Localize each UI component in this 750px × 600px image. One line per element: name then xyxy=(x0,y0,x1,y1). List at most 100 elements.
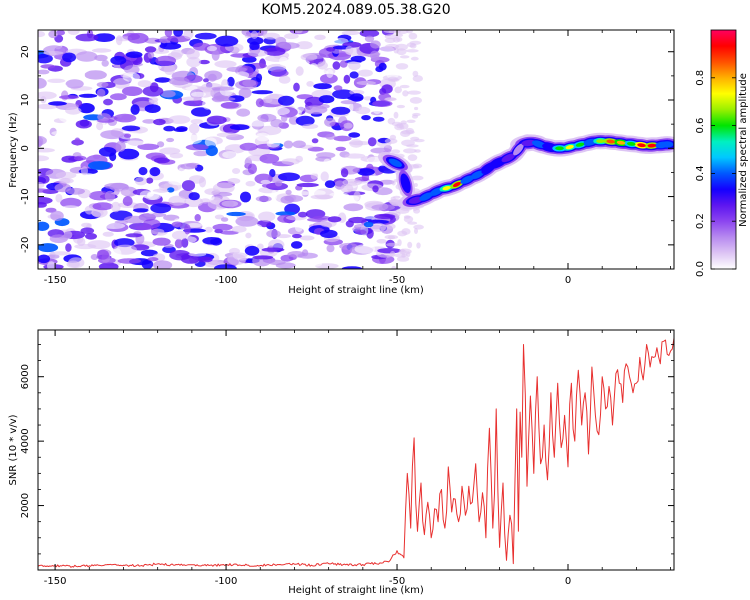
signal-track-mark xyxy=(388,158,402,168)
noise-blob xyxy=(111,201,121,213)
noise-blob xyxy=(292,191,312,196)
noise-blob xyxy=(38,53,53,64)
noise-blob xyxy=(247,36,264,45)
noise-blob xyxy=(43,51,64,55)
noise-blob xyxy=(47,261,56,269)
noise-blob xyxy=(181,96,203,102)
noise-blob xyxy=(167,187,175,193)
noise-blob xyxy=(245,232,252,239)
spectrogram-y-tick-label: -10 xyxy=(20,188,31,204)
noise-blob xyxy=(112,78,130,89)
noise-blob xyxy=(207,73,217,82)
noise-blob xyxy=(181,180,196,191)
noise-blob xyxy=(78,103,95,114)
snr-y-axis-label: SNR (10 * v/v) xyxy=(8,414,19,485)
noise-fringe-blob xyxy=(390,196,396,201)
noise-blob xyxy=(150,203,172,214)
noise-fringe-blob xyxy=(416,242,421,249)
noise-fringe-blob xyxy=(405,49,419,53)
noise-fringe-blob xyxy=(406,42,416,48)
spectrogram-y-axis-label: Frequency (Hz) xyxy=(8,112,19,188)
noise-blob xyxy=(194,32,217,40)
noise-fringe-blob xyxy=(406,30,413,34)
noise-blob xyxy=(91,209,104,217)
noise-fringe-blob xyxy=(397,239,402,247)
noise-blob xyxy=(302,249,309,257)
noise-fringe-blob xyxy=(396,104,405,109)
noise-blob xyxy=(68,257,85,269)
noise-blob xyxy=(212,95,225,103)
noise-blob xyxy=(369,50,380,61)
noise-blob xyxy=(40,64,56,69)
noise-blob xyxy=(256,243,264,250)
noise-blob xyxy=(54,183,72,193)
noise-fringe-blob xyxy=(391,149,401,154)
noise-fringe-blob xyxy=(401,253,406,258)
noise-blob xyxy=(379,179,395,185)
noise-fringe-blob xyxy=(406,144,419,148)
noise-blob xyxy=(349,89,365,95)
noise-blob xyxy=(236,108,251,117)
noise-blob xyxy=(331,106,351,115)
noise-fringe-blob xyxy=(407,154,418,162)
noise-blob xyxy=(174,238,183,249)
noise-blob xyxy=(94,54,108,62)
noise-blob xyxy=(328,255,337,263)
noise-blob xyxy=(283,140,294,149)
noise-blob xyxy=(364,35,375,42)
noise-blob xyxy=(212,223,233,231)
noise-blob xyxy=(100,130,124,140)
noise-blob xyxy=(121,125,141,132)
noise-blob xyxy=(342,178,363,186)
noise-blob xyxy=(55,193,63,203)
noise-fringe-blob xyxy=(383,30,398,34)
noise-blob xyxy=(339,60,348,68)
noise-blob xyxy=(104,190,116,202)
noise-blob xyxy=(278,56,289,66)
noise-blob xyxy=(258,211,276,222)
noise-blob xyxy=(251,90,273,95)
noise-blob xyxy=(333,85,343,91)
noise-blob xyxy=(78,93,98,98)
noise-blob xyxy=(372,185,379,193)
noise-fringe-blob xyxy=(413,183,418,187)
noise-blob xyxy=(74,137,81,146)
noise-blob xyxy=(295,66,304,76)
noise-blob xyxy=(250,30,258,39)
noise-blob xyxy=(171,230,188,240)
noise-blob xyxy=(231,225,247,233)
noise-blob xyxy=(97,88,106,98)
noise-blob xyxy=(169,250,191,261)
noise-fringe-blob xyxy=(396,48,407,56)
noise-blob xyxy=(65,243,72,252)
noise-blob xyxy=(84,205,94,215)
noise-blob xyxy=(345,220,354,228)
spectrogram-x-tick-label: -150 xyxy=(44,275,67,286)
noise-blob xyxy=(324,180,336,189)
noise-blob xyxy=(48,30,59,39)
noise-blob xyxy=(350,55,366,63)
noise-blob xyxy=(169,152,184,159)
noise-blob xyxy=(120,189,131,196)
noise-blob xyxy=(343,203,364,212)
noise-blob xyxy=(222,151,238,159)
noise-blob xyxy=(141,259,154,269)
noise-blob xyxy=(127,32,149,44)
noise-blob xyxy=(220,30,233,38)
noise-blob xyxy=(361,183,383,192)
noise-blob xyxy=(313,83,332,90)
noise-blob xyxy=(324,117,336,127)
signal-track-mark xyxy=(596,139,605,144)
noise-blob xyxy=(181,134,203,145)
signal-track-mark xyxy=(460,175,474,184)
snr-x-tick-label: -50 xyxy=(389,576,405,587)
noise-blob xyxy=(270,190,278,201)
snr-panel: -150 -100 -50 0 2000 4000 6000 Height of stra… xyxy=(8,329,675,596)
noise-blob xyxy=(244,245,260,256)
noise-blob xyxy=(49,234,68,244)
noise-blob xyxy=(356,80,377,86)
noise-blob xyxy=(132,208,150,213)
noise-blob xyxy=(345,45,354,56)
noise-blob xyxy=(55,171,77,179)
noise-blob xyxy=(357,69,373,77)
